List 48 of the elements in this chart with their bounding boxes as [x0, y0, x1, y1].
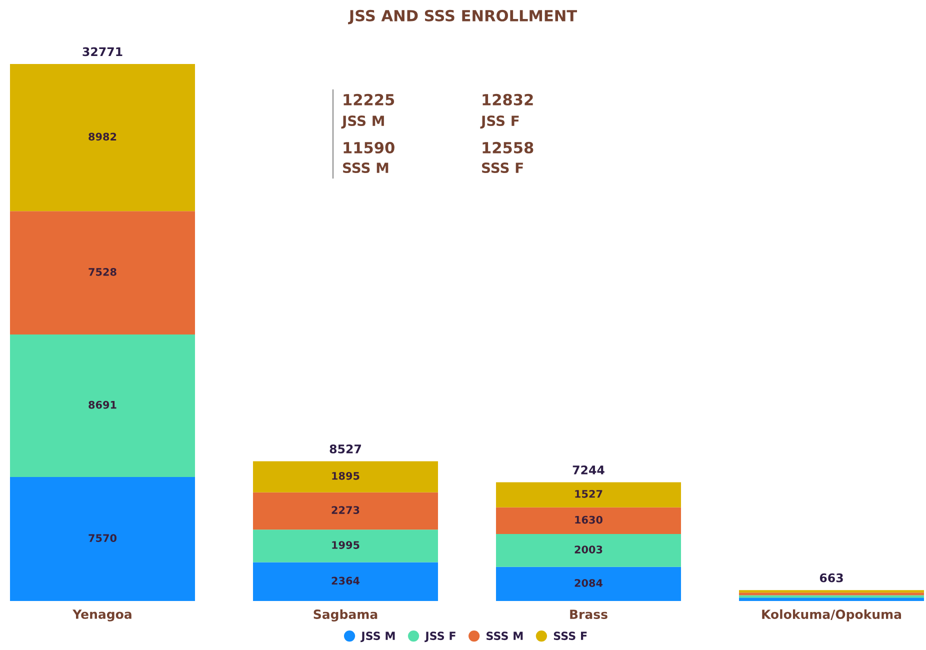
bar: [739, 592, 924, 596]
legend-label: JSS F: [424, 632, 456, 642]
bar: [253, 562, 438, 601]
data-label: 7570: [88, 534, 116, 542]
data-label: 2273: [332, 506, 360, 514]
bar: [253, 530, 438, 562]
data-label: 1527: [575, 490, 602, 498]
x-tick-label: Yenagoa: [72, 610, 132, 622]
total-label: 8527: [330, 444, 361, 454]
data-label: 7528: [88, 268, 116, 276]
bar: [739, 590, 924, 593]
x-tick-label: Brass: [570, 610, 608, 620]
total-label: 32771: [82, 47, 122, 56]
legend-label: SSS M: [486, 632, 523, 640]
chart-title: JSS AND SSS ENROLLMENT: [348, 10, 578, 24]
annotation: 11590: [344, 142, 394, 154]
data-label: 2003: [574, 546, 602, 554]
bar: [253, 461, 438, 492]
bar: [10, 64, 195, 212]
legend-label: SSS F: [554, 632, 587, 640]
bar: [10, 211, 195, 335]
bar: [10, 476, 195, 601]
total-label: 7244: [572, 466, 604, 474]
annotation: SSS M: [342, 162, 388, 174]
data-label: 8982: [88, 132, 116, 141]
bar: [10, 334, 195, 477]
annotation: 12225: [344, 94, 394, 106]
bar: [496, 482, 681, 508]
x-tick-label: Kolokuma/Opokuma: [762, 609, 902, 622]
annotation: 12558: [482, 142, 534, 154]
bar: [496, 534, 681, 567]
x-tick-label: Sagbama: [314, 609, 378, 622]
annotation: 12832: [482, 94, 533, 106]
data-label: 2084: [574, 579, 603, 587]
data-label: 1995: [332, 541, 360, 549]
data-label: 8691: [88, 400, 116, 409]
bar: [496, 507, 681, 534]
data-label: 2364: [332, 576, 360, 585]
bar: [253, 492, 438, 530]
bar: [496, 566, 681, 601]
legend-label: JSS M: [360, 632, 395, 642]
data-label: 1630: [575, 516, 602, 524]
annotation: JSS F: [480, 116, 519, 129]
annotation: JSS M: [341, 116, 384, 129]
data-label: 1895: [332, 472, 360, 480]
annotation: SSS F: [482, 162, 523, 174]
bar: [739, 598, 924, 601]
total-label: 663: [820, 573, 843, 582]
